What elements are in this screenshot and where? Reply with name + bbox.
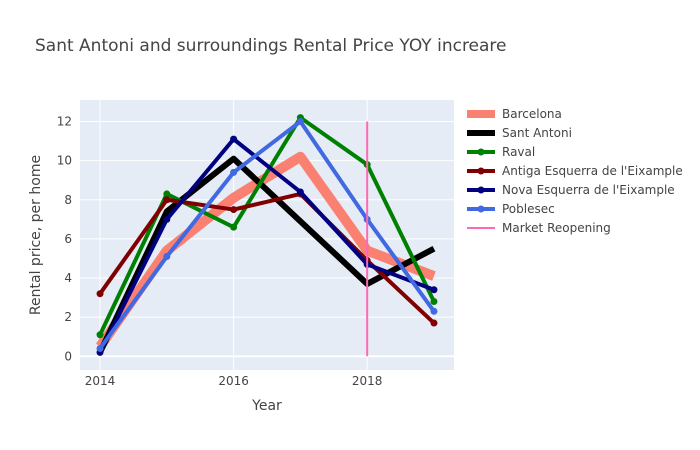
data-point bbox=[430, 286, 438, 294]
data-point bbox=[430, 307, 438, 315]
series-nova-esquerra-de-l-eixample bbox=[96, 135, 438, 356]
data-point bbox=[96, 290, 104, 298]
legend: Barcelona Sant Antoni Raval Antiga Esquerra… bbox=[467, 107, 683, 235]
legend-item: Nova Esquerra de l'Eixample bbox=[467, 183, 675, 197]
y-axis-title: Rental price, per home bbox=[28, 155, 44, 315]
y-tick-label: 12 bbox=[57, 115, 72, 129]
x-tick-label: 2014 bbox=[85, 374, 116, 388]
series-line bbox=[95, 151, 436, 350]
series-group bbox=[95, 114, 438, 357]
y-tick-label: 0 bbox=[64, 349, 72, 363]
y-tick-label: 4 bbox=[64, 271, 72, 285]
data-point bbox=[163, 215, 171, 223]
data-point bbox=[96, 344, 104, 352]
legend-item: Antiga Esquerra de l'Eixample bbox=[467, 164, 683, 178]
data-point bbox=[163, 190, 171, 198]
legend-item: Poblesec bbox=[467, 202, 555, 216]
legend-item: Raval bbox=[467, 145, 535, 159]
legend-label: Market Reopening bbox=[502, 221, 611, 235]
legend-label: Poblesec bbox=[502, 202, 555, 216]
series-line bbox=[98, 119, 436, 350]
series-line bbox=[98, 137, 435, 354]
legend-label: Raval bbox=[502, 145, 535, 159]
legend-marker bbox=[477, 167, 485, 175]
data-point bbox=[296, 188, 304, 196]
series-line bbox=[97, 155, 436, 354]
data-point bbox=[230, 206, 238, 214]
legend-label: Sant Antoni bbox=[502, 126, 572, 140]
legend-marker bbox=[477, 148, 485, 156]
data-point bbox=[163, 253, 171, 261]
chart-title: Sant Antoni and surroundings Rental Pric… bbox=[35, 36, 507, 56]
y-tick-label: 10 bbox=[57, 154, 72, 168]
plot-background bbox=[80, 100, 454, 370]
series-sant-antoni bbox=[97, 155, 436, 354]
x-tick-label: 2018 bbox=[352, 374, 383, 388]
y-tick-label: 6 bbox=[64, 232, 72, 246]
ticks: 0 2 4 6 8 10 12 2014 2016 2018 bbox=[57, 115, 383, 388]
data-point bbox=[163, 196, 171, 204]
legend-item: Barcelona bbox=[467, 107, 562, 121]
series-line bbox=[98, 191, 436, 325]
legend-marker bbox=[477, 186, 485, 194]
x-tick-label: 2016 bbox=[218, 374, 249, 388]
data-point bbox=[296, 118, 304, 126]
legend-label: Nova Esquerra de l'Eixample bbox=[502, 183, 675, 197]
data-point bbox=[430, 298, 438, 306]
data-point bbox=[230, 135, 238, 143]
legend-item: Sant Antoni bbox=[467, 126, 572, 140]
series-barcelona bbox=[95, 151, 436, 350]
data-point bbox=[230, 223, 238, 231]
y-tick-label: 2 bbox=[64, 310, 72, 324]
legend-label: Barcelona bbox=[502, 107, 562, 121]
data-point bbox=[230, 168, 238, 176]
legend-item: Market Reopening bbox=[467, 221, 611, 235]
y-tick-label: 8 bbox=[64, 193, 72, 207]
data-point bbox=[96, 331, 104, 339]
data-point bbox=[430, 319, 438, 327]
series-poblesec bbox=[96, 118, 438, 352]
legend-marker bbox=[477, 205, 485, 213]
legend-label: Antiga Esquerra de l'Eixample bbox=[502, 164, 683, 178]
x-axis-title: Year bbox=[251, 398, 282, 414]
